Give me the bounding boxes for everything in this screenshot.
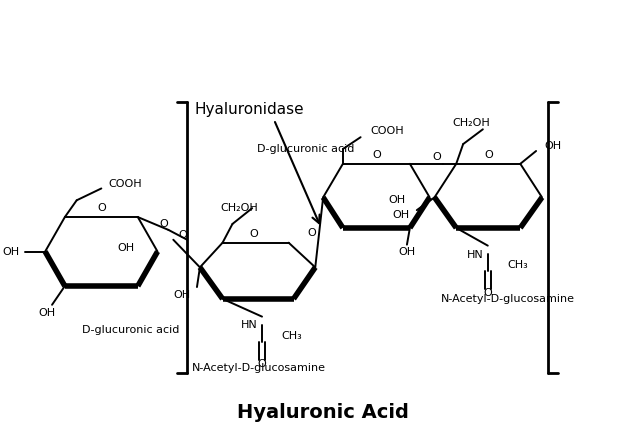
Text: O: O	[307, 228, 316, 238]
Text: OH: OH	[3, 247, 19, 257]
Text: CH₂OH: CH₂OH	[452, 118, 490, 128]
Text: OH: OH	[388, 195, 406, 206]
Text: O: O	[250, 229, 259, 239]
Text: HN: HN	[241, 321, 258, 330]
Text: OH: OH	[38, 308, 56, 318]
Text: COOH: COOH	[108, 179, 142, 189]
Text: OH: OH	[393, 210, 410, 220]
Text: OH: OH	[398, 247, 415, 257]
Text: O: O	[179, 230, 188, 240]
Text: O: O	[372, 150, 381, 160]
Text: O: O	[159, 219, 168, 229]
Text: Hyaluronidase: Hyaluronidase	[195, 102, 304, 117]
Text: HN: HN	[467, 250, 484, 259]
Text: CH₂OH: CH₂OH	[220, 203, 258, 213]
Text: CH₃: CH₃	[508, 260, 528, 270]
Text: Hyaluronic Acid: Hyaluronic Acid	[237, 403, 409, 422]
Text: D-glucuronic acid: D-glucuronic acid	[257, 144, 355, 154]
Text: N-Acetyl-D-glucosamine: N-Acetyl-D-glucosamine	[440, 294, 575, 304]
Text: O: O	[258, 359, 266, 369]
Text: O: O	[483, 288, 492, 298]
Text: OH: OH	[173, 290, 190, 300]
Text: OH: OH	[544, 141, 561, 151]
Text: CH₃: CH₃	[282, 331, 303, 341]
Text: O: O	[97, 203, 106, 213]
Text: O: O	[484, 150, 493, 160]
Text: OH: OH	[117, 243, 134, 253]
Text: D-glucuronic acid: D-glucuronic acid	[82, 325, 179, 336]
Text: O: O	[432, 152, 441, 162]
Text: COOH: COOH	[371, 126, 404, 136]
Text: N-Acetyl-D-glucosamine: N-Acetyl-D-glucosamine	[192, 363, 326, 373]
